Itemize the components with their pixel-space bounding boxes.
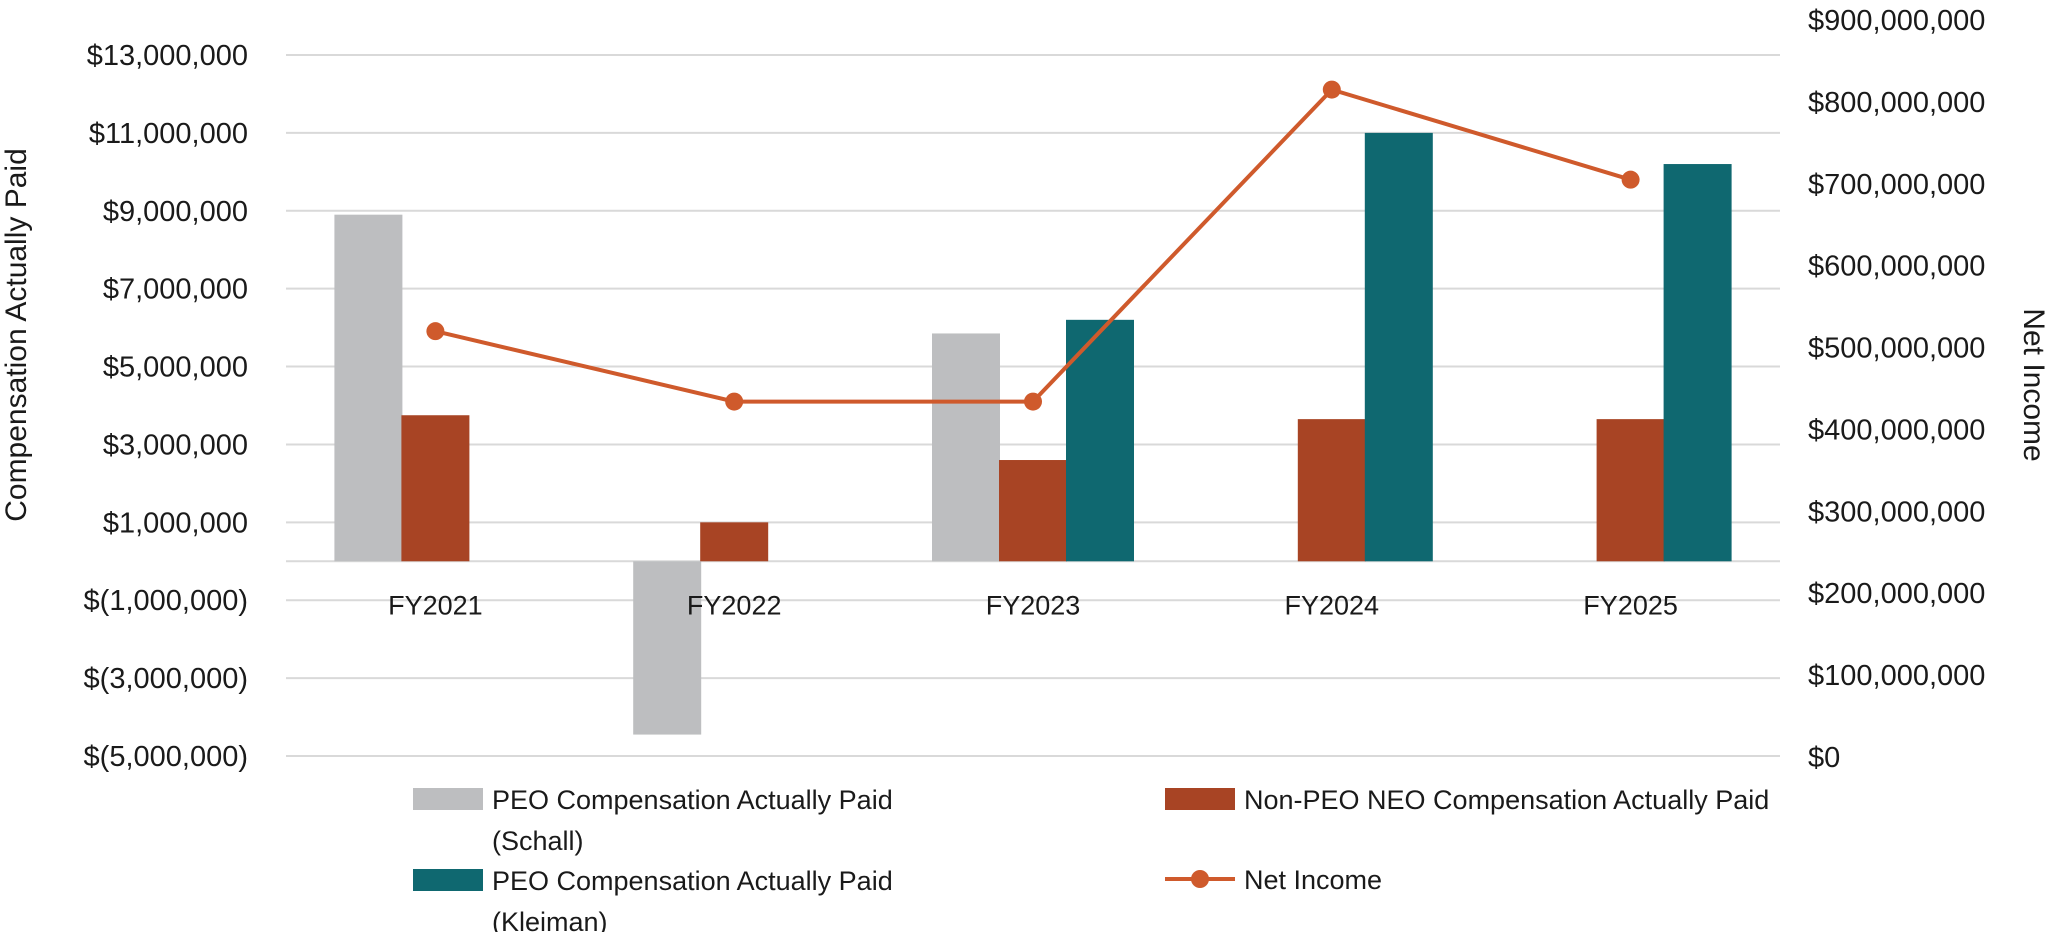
right-tick-label: $400,000,000 (1808, 414, 1985, 446)
left-tick-label: $(1,000,000) (84, 585, 248, 617)
legend-item-non-peo-neo-compensation-actually-paid: Non-PEO NEO Compensation Actually Paid (1165, 785, 1769, 815)
category-label: FY2023 (986, 590, 1081, 620)
right-axis-title: Net Income (2017, 308, 2050, 461)
bar-series-non-peo-neo-compensation-actually-paid (401, 415, 1665, 562)
category-axis: FY2021 FY2022 FY2023 FY2024 FY2025 (388, 590, 1678, 620)
left-axis-title: Compensation Actually Paid (0, 148, 33, 522)
bar-series-peo-compensation-actually-paid-schall (334, 214, 1000, 735)
net-income-line-group (426, 80, 1640, 411)
legend-item-peo-compensation-actually-paid-schall: PEO Compensation Actually Paid (Schall) (413, 785, 893, 856)
legend-item-net-income: Net Income (1165, 865, 1382, 895)
left-tick-label: $(5,000,000) (84, 741, 248, 773)
net-income-point-fy2023 (1024, 392, 1042, 411)
legend-item-peo-compensation-actually-paid-kleiman: PEO Compensation Actually Paid (Kleiman) (413, 866, 893, 932)
bar-peo-compensation-actually-paid-kleiman-fy2025 (1663, 164, 1732, 562)
bar-peo-compensation-actually-paid-kleiman-fy2024 (1364, 132, 1433, 562)
category-label: FY2024 (1285, 590, 1380, 620)
bar-non-peo-neo-compensation-actually-paid-fy2025 (1596, 419, 1665, 562)
net-income-point-fy2022 (725, 392, 744, 411)
right-tick-label: $800,000,000 (1808, 87, 1985, 119)
bar-peo-compensation-actually-paid-schall-fy2023 (932, 333, 1000, 562)
legend: PEO Compensation Actually Paid (Schall) No… (413, 785, 1769, 932)
bars (334, 132, 1732, 735)
legend-label: PEO Compensation Actually Paid (492, 866, 893, 896)
left-tick-label: $3,000,000 (103, 429, 248, 461)
category-label: FY2025 (1583, 590, 1678, 620)
right-tick-label: $200,000,000 (1808, 578, 1985, 610)
right-tick-label: $100,000,000 (1808, 660, 1985, 692)
bar-peo-compensation-actually-paid-kleiman-fy2023 (1066, 319, 1134, 562)
legend-label: (Kleiman) (492, 907, 608, 932)
net-income-point-fy2025 (1621, 170, 1640, 189)
right-tick-label: $500,000,000 (1808, 333, 1985, 365)
left-tick-label: $7,000,000 (103, 274, 248, 306)
bar-non-peo-neo-compensation-actually-paid-fy2024 (1297, 419, 1366, 562)
gridlines (286, 54, 1780, 757)
legend-swatch (413, 869, 483, 891)
bar-peo-compensation-actually-paid-schall-fy2022 (633, 561, 702, 735)
left-tick-label: $11,000,000 (89, 118, 248, 150)
net-income-point-fy2021 (426, 322, 445, 341)
right-tick-label: $600,000,000 (1808, 251, 1985, 283)
right-tick-label: $300,000,000 (1808, 496, 1985, 528)
left-tick-label: $(3,000,000) (84, 663, 248, 695)
legend-label: Non-PEO NEO Compensation Actually Paid (1244, 785, 1769, 815)
legend-label: PEO Compensation Actually Paid (492, 785, 893, 815)
bar-series-peo-compensation-actually-paid-kleiman (1066, 132, 1732, 562)
left-tick-label: $1,000,000 (103, 507, 248, 539)
legend-swatch (1165, 788, 1235, 810)
category-label: FY2021 (388, 590, 483, 620)
bar-non-peo-neo-compensation-actually-paid-fy2023 (999, 460, 1067, 562)
right-tick-label: $900,000,000 (1808, 5, 1985, 37)
left-tick-label: $9,000,000 (103, 196, 248, 228)
left-tick-label: $5,000,000 (103, 352, 248, 384)
net-income-point-fy2024 (1322, 80, 1341, 99)
right-tick-label: $0 (1808, 742, 1840, 774)
legend-label: Net Income (1244, 865, 1382, 895)
left-axis-ticks: $13,000,000 $11,000,000 $9,000,000 $7,000,0… (84, 40, 248, 773)
bar-non-peo-neo-compensation-actually-paid-fy2022 (700, 522, 769, 562)
legend-label: (Schall) (492, 826, 584, 856)
legend-marker (1191, 870, 1209, 888)
bar-peo-compensation-actually-paid-schall-fy2021 (334, 214, 403, 562)
bar-non-peo-neo-compensation-actually-paid-fy2021 (401, 415, 470, 562)
category-label: FY2022 (687, 590, 782, 620)
legend-swatch (413, 788, 483, 810)
left-tick-label: $13,000,000 (87, 40, 248, 72)
right-tick-label: $700,000,000 (1808, 169, 1985, 201)
right-axis-ticks: $900,000,000 $800,000,000 $700,000,000 $600… (1808, 5, 1985, 774)
net-income-line (434, 87, 1632, 404)
